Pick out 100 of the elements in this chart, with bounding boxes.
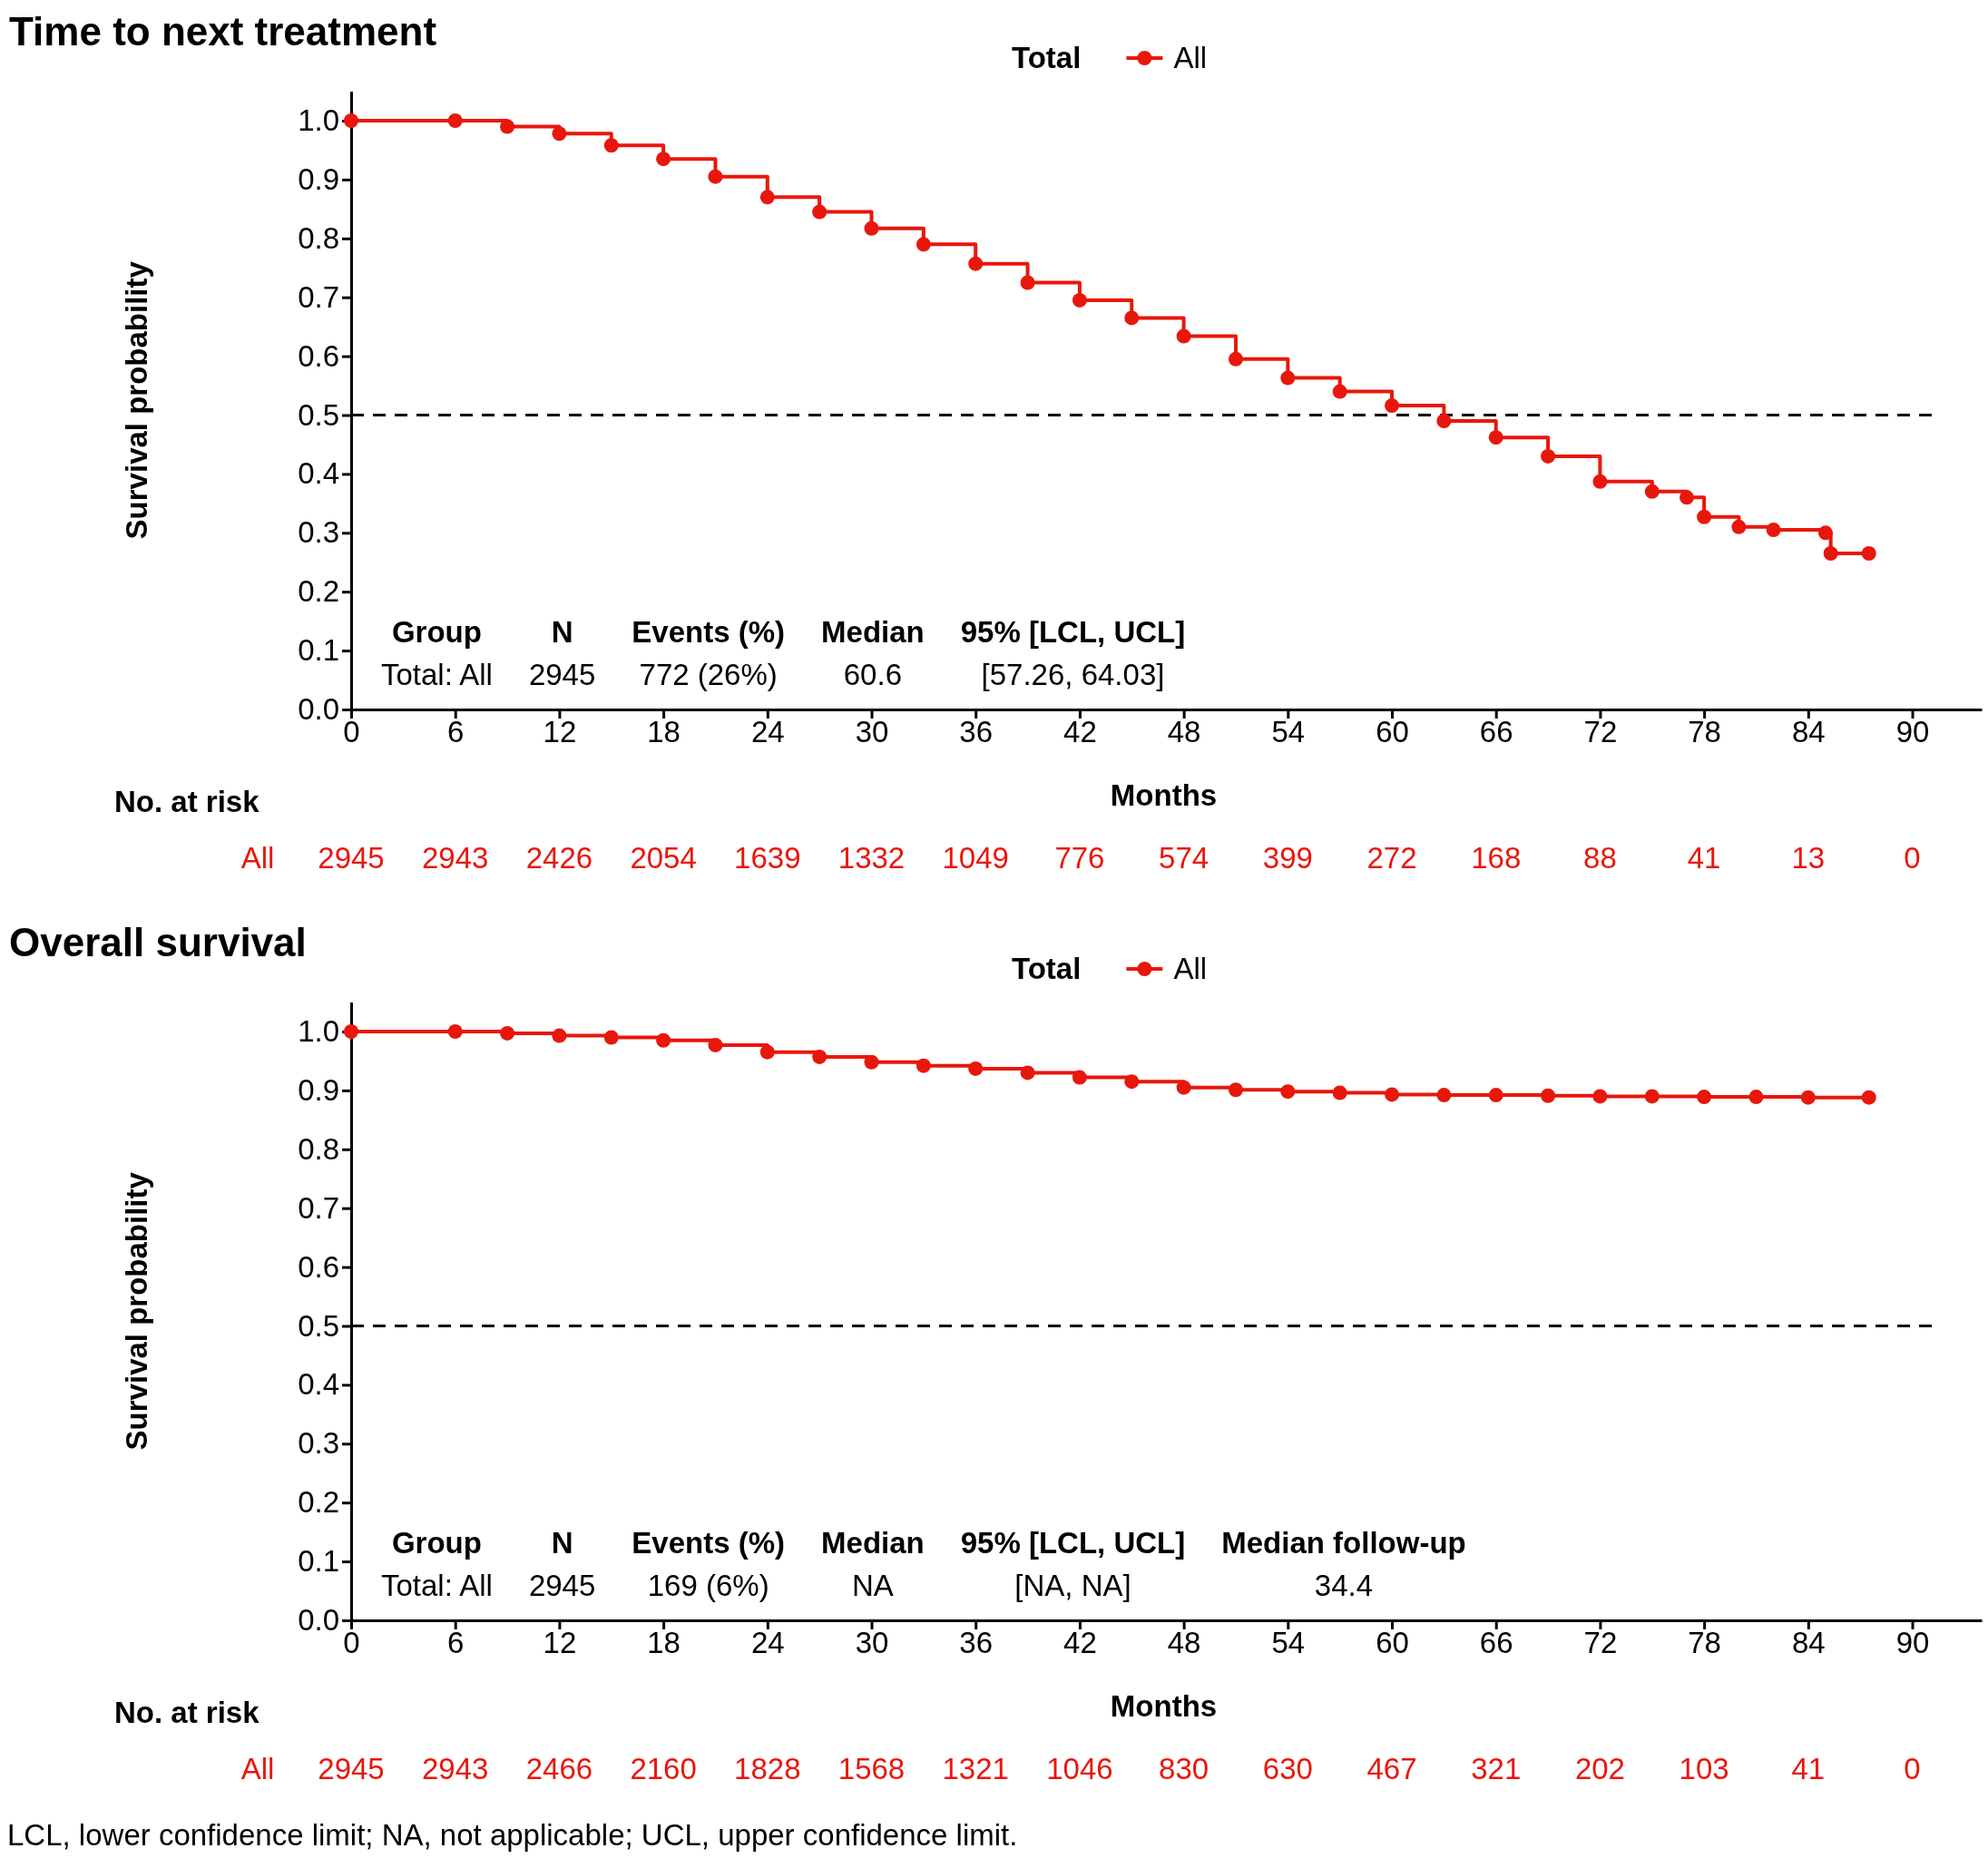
x-tick-label: 6 bbox=[447, 1626, 465, 1660]
text: 2945 bbox=[318, 841, 385, 875]
point bbox=[1823, 546, 1838, 562]
text: No. at risk bbox=[114, 785, 260, 818]
text: 202 bbox=[1574, 1752, 1625, 1785]
x-tick-label: 48 bbox=[1167, 715, 1201, 749]
y-axis-title: Survival probability bbox=[120, 260, 153, 540]
y-tick-label: 0.0 bbox=[298, 1603, 339, 1638]
point bbox=[916, 237, 931, 252]
annotation: 2945 bbox=[528, 1569, 596, 1602]
x-tick-label: 60 bbox=[1376, 1626, 1409, 1660]
point bbox=[500, 119, 515, 134]
annotation: Total: All bbox=[381, 658, 493, 691]
text: 168 bbox=[1471, 841, 1522, 875]
text: No. at risk bbox=[114, 1696, 260, 1729]
y-tick-label: 0.4 bbox=[298, 1367, 339, 1402]
point bbox=[1488, 1088, 1503, 1103]
annotation: 95% [LCL, UCL] bbox=[960, 1526, 1186, 1560]
text: 630 bbox=[1262, 1752, 1313, 1785]
text: 399 bbox=[1262, 841, 1313, 875]
x-tick-label: 72 bbox=[1583, 1626, 1618, 1660]
text: 2943 bbox=[421, 841, 489, 875]
point bbox=[1748, 1090, 1764, 1105]
y-tick-label: 0.7 bbox=[298, 279, 339, 314]
y-tick-label: 0.2 bbox=[298, 574, 339, 609]
x-tick-label: 42 bbox=[1063, 715, 1097, 749]
annotation: 169 (6%) bbox=[647, 1569, 769, 1602]
point bbox=[1228, 1082, 1243, 1098]
x-tick-label: 84 bbox=[1791, 715, 1826, 749]
legend-title: Total bbox=[1012, 41, 1082, 74]
text: 467 bbox=[1366, 1752, 1417, 1785]
point bbox=[1680, 490, 1695, 505]
x-tick-label: 84 bbox=[1791, 1626, 1826, 1660]
text: 1568 bbox=[837, 1752, 906, 1785]
annotation: N bbox=[551, 615, 573, 649]
point bbox=[656, 152, 671, 167]
y-tick-label: 0.5 bbox=[298, 397, 339, 432]
text: 1049 bbox=[942, 841, 1009, 875]
text: 0 bbox=[1904, 1752, 1921, 1785]
x-tick-label: 66 bbox=[1479, 715, 1513, 749]
annotation: Group bbox=[391, 615, 482, 649]
annotation: 95% [LCL, UCL] bbox=[960, 615, 1186, 649]
text: 103 bbox=[1679, 1752, 1729, 1785]
text: 574 bbox=[1159, 841, 1209, 875]
annotation: N bbox=[551, 1526, 573, 1560]
annotation: Median bbox=[821, 1526, 925, 1560]
point bbox=[759, 1044, 775, 1060]
x-tick-label: 36 bbox=[959, 1626, 994, 1660]
text: 1332 bbox=[837, 841, 906, 875]
x-tick-label: 54 bbox=[1271, 1626, 1306, 1660]
x-tick-label: 30 bbox=[855, 715, 889, 749]
point bbox=[1332, 384, 1347, 399]
x-tick-label: 18 bbox=[647, 715, 681, 749]
x-tick-label: 24 bbox=[750, 1626, 785, 1660]
point bbox=[603, 138, 619, 153]
y-tick-label: 0.9 bbox=[298, 161, 339, 196]
y-tick-label: 0.0 bbox=[298, 692, 339, 727]
point bbox=[1697, 1090, 1712, 1105]
point bbox=[1385, 1087, 1400, 1102]
chart-title: Overall survival bbox=[9, 920, 307, 964]
text: LCL, lower confidence limit; NA, not applicable; UCL, upper confidence limit. bbox=[7, 1818, 1018, 1852]
y-tick-label: 0.8 bbox=[298, 220, 339, 255]
point bbox=[1280, 370, 1296, 386]
x-tick-label: 78 bbox=[1688, 1626, 1721, 1660]
point bbox=[447, 113, 463, 128]
text: 776 bbox=[1054, 841, 1105, 875]
y-tick-label: 0.1 bbox=[298, 1544, 339, 1579]
point bbox=[1861, 1090, 1876, 1105]
point bbox=[344, 1024, 358, 1039]
x-tick-label: 18 bbox=[647, 1626, 681, 1660]
x-tick-label: 90 bbox=[1895, 1626, 1930, 1660]
annotation: 772 (26%) bbox=[639, 658, 778, 691]
annotation: Median follow-up bbox=[1221, 1526, 1466, 1560]
x-axis-title: Months bbox=[1110, 778, 1218, 812]
text: 2943 bbox=[421, 1752, 489, 1785]
text: 1639 bbox=[734, 841, 801, 875]
text: 1828 bbox=[734, 1752, 801, 1785]
text: 321 bbox=[1471, 1752, 1522, 1785]
text: All bbox=[240, 841, 275, 875]
x-tick-label: 72 bbox=[1583, 715, 1618, 749]
point bbox=[1644, 484, 1660, 499]
point bbox=[1124, 310, 1140, 326]
y-tick-label: 0.7 bbox=[298, 1190, 339, 1225]
point bbox=[1072, 292, 1087, 308]
y-tick-label: 1.0 bbox=[298, 1014, 339, 1049]
y-tick-label: 0.2 bbox=[298, 1485, 339, 1520]
x-tick-label: 66 bbox=[1479, 1626, 1513, 1660]
x-tick-label: 0 bbox=[343, 715, 360, 749]
annotation: Group bbox=[391, 1526, 482, 1560]
x-tick-label: 12 bbox=[543, 715, 577, 749]
point bbox=[1766, 523, 1781, 538]
y-tick-label: 0.6 bbox=[298, 1249, 339, 1284]
point bbox=[1592, 474, 1608, 489]
annotation: Events (%) bbox=[632, 615, 786, 649]
point bbox=[500, 1025, 515, 1041]
annotation: [NA, NA] bbox=[1014, 1569, 1131, 1602]
annotation: 34.4 bbox=[1314, 1569, 1374, 1602]
x-tick-label: 78 bbox=[1688, 715, 1721, 749]
point bbox=[864, 220, 879, 236]
point bbox=[1800, 1090, 1816, 1105]
